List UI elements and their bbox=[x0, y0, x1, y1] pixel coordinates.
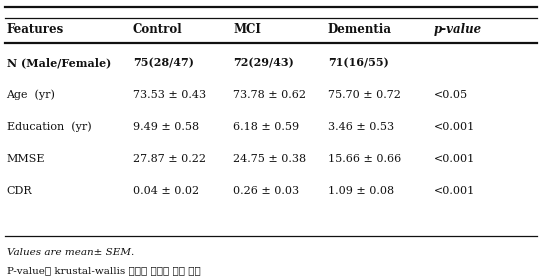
Text: Dementia: Dementia bbox=[328, 23, 392, 36]
Text: 27.87 ± 0.22: 27.87 ± 0.22 bbox=[133, 154, 206, 164]
Text: <0.05: <0.05 bbox=[434, 90, 468, 100]
Text: N (Male/Female): N (Male/Female) bbox=[7, 57, 111, 68]
Text: p-value: p-value bbox=[434, 23, 482, 36]
Text: 0.04 ± 0.02: 0.04 ± 0.02 bbox=[133, 186, 199, 196]
Text: 6.18 ± 0.59: 6.18 ± 0.59 bbox=[233, 122, 299, 132]
Text: 24.75 ± 0.38: 24.75 ± 0.38 bbox=[233, 154, 306, 164]
Text: MCI: MCI bbox=[233, 23, 261, 36]
Text: P-value는 krustal-wallis 비모수 검정을 통해 분석: P-value는 krustal-wallis 비모수 검정을 통해 분석 bbox=[7, 266, 200, 275]
Text: 73.78 ± 0.62: 73.78 ± 0.62 bbox=[233, 90, 306, 100]
Text: 72(29/43): 72(29/43) bbox=[233, 57, 294, 68]
Text: 15.66 ± 0.66: 15.66 ± 0.66 bbox=[328, 154, 401, 164]
Text: CDR: CDR bbox=[7, 186, 32, 196]
Text: MMSE: MMSE bbox=[7, 154, 45, 164]
Text: Features: Features bbox=[7, 23, 64, 36]
Text: <0.001: <0.001 bbox=[434, 186, 475, 196]
Text: <0.001: <0.001 bbox=[434, 122, 475, 132]
Text: 71(16/55): 71(16/55) bbox=[328, 57, 389, 68]
Text: <0.001: <0.001 bbox=[434, 154, 475, 164]
Text: 1.09 ± 0.08: 1.09 ± 0.08 bbox=[328, 186, 394, 196]
Text: Control: Control bbox=[133, 23, 183, 36]
Text: 9.49 ± 0.58: 9.49 ± 0.58 bbox=[133, 122, 199, 132]
Text: 75(28/47): 75(28/47) bbox=[133, 57, 193, 68]
Text: 73.53 ± 0.43: 73.53 ± 0.43 bbox=[133, 90, 206, 100]
Text: 0.26 ± 0.03: 0.26 ± 0.03 bbox=[233, 186, 299, 196]
Text: Values are mean± SEM.: Values are mean± SEM. bbox=[7, 248, 134, 257]
Text: Education  (yr): Education (yr) bbox=[7, 122, 91, 132]
Text: 75.70 ± 0.72: 75.70 ± 0.72 bbox=[328, 90, 401, 100]
Text: 3.46 ± 0.53: 3.46 ± 0.53 bbox=[328, 122, 394, 132]
Text: Age  (yr): Age (yr) bbox=[7, 90, 55, 100]
